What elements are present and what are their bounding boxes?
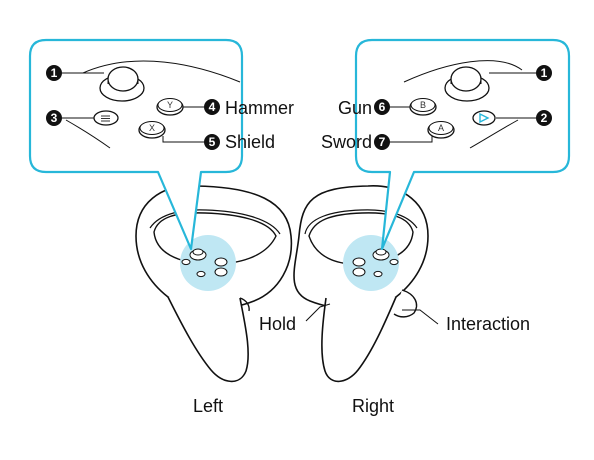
svg-text:A: A — [438, 123, 444, 133]
svg-text:7: 7 — [379, 135, 386, 149]
label-shield: Shield — [225, 132, 275, 152]
thumbstick-icon — [444, 66, 490, 102]
right-marker-6: 6 — [374, 99, 390, 115]
svg-text:1: 1 — [541, 66, 548, 80]
svg-text:4: 4 — [209, 100, 216, 114]
caption-left: Left — [193, 396, 223, 416]
label-gun: Gun — [338, 98, 372, 118]
left-callout-frame — [28, 38, 244, 251]
label-sword: Sword — [321, 132, 372, 152]
right-ring-inner-lip — [304, 209, 418, 235]
left-controller — [135, 185, 293, 383]
menu-icon — [93, 110, 119, 126]
a-button-icon: A — [427, 121, 455, 139]
svg-text:6: 6 — [379, 100, 386, 114]
svg-text:3: 3 — [51, 111, 58, 125]
hold-leader — [305, 303, 331, 322]
thumbstick-icon — [99, 66, 145, 102]
interaction-leader — [402, 309, 439, 325]
b-button-icon: B — [409, 98, 437, 116]
right-handle — [321, 296, 397, 383]
label-hold: Hold — [259, 314, 296, 334]
oculus-icon — [472, 110, 496, 126]
right-callout: B A 1 2 6 7 — [354, 38, 571, 251]
left-leader-lines — [62, 72, 204, 143]
left-marker-1: 1 — [46, 65, 62, 81]
right-panel-arc-bottom — [469, 119, 519, 149]
right-marker-1: 1 — [536, 65, 552, 81]
left-callout: Y X 1 3 4 5 — [28, 38, 244, 251]
svg-text:5: 5 — [209, 135, 216, 149]
left-marker-4: 4 — [204, 99, 220, 115]
left-marker-3: 3 — [46, 110, 62, 126]
right-panel-arc-top — [403, 60, 523, 83]
x-button-icon: X — [138, 121, 166, 139]
right-controller — [293, 185, 429, 383]
right-callout-frame — [354, 38, 571, 251]
svg-text:1: 1 — [51, 66, 58, 80]
left-ring-inner-lip — [149, 209, 281, 235]
right-leader-lines — [390, 72, 536, 143]
left-grip-notch — [239, 297, 250, 312]
right-button-highlight — [343, 235, 399, 291]
label-hammer: Hammer — [225, 98, 294, 118]
left-panel-arc-bottom — [65, 119, 111, 149]
svg-text:B: B — [420, 100, 426, 110]
y-button-icon: Y — [156, 98, 184, 116]
svg-text:2: 2 — [541, 111, 548, 125]
right-mini-buttons — [352, 248, 399, 278]
right-marker-7: 7 — [374, 134, 390, 150]
caption-right: Right — [352, 396, 394, 416]
right-marker-2: 2 — [536, 110, 552, 126]
left-marker-5: 5 — [204, 134, 220, 150]
left-button-highlight — [180, 235, 236, 291]
left-handle — [167, 296, 249, 383]
left-mini-buttons — [181, 248, 228, 278]
left-panel-arc-top — [82, 60, 241, 83]
svg-text:X: X — [149, 123, 155, 133]
svg-text:Y: Y — [167, 100, 173, 110]
label-interaction: Interaction — [446, 314, 530, 334]
